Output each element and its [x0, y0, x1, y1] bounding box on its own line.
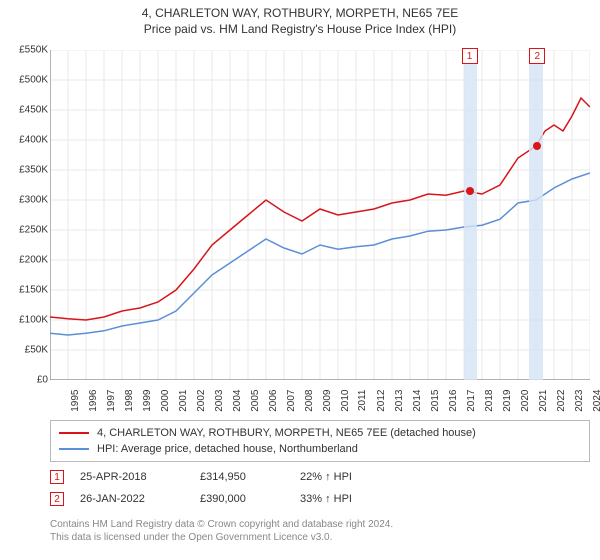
- x-tick-label: 2017: [466, 390, 477, 412]
- sale-marker-2-num: 2: [54, 494, 60, 505]
- sale-dot: [466, 187, 474, 195]
- y-tick-label: £50K: [25, 345, 48, 356]
- sale-row-2: 2 26-JAN-2022 £390,000 33% ↑ HPI: [50, 488, 590, 510]
- x-tick-label: 2013: [394, 390, 405, 412]
- x-tick-label: 2014: [412, 390, 423, 412]
- footer: Contains HM Land Registry data © Crown c…: [50, 518, 590, 544]
- x-tick-label: 1998: [124, 390, 135, 412]
- sale-marker-1-num: 1: [54, 472, 60, 483]
- sale-date-1: 25-APR-2018: [80, 471, 200, 483]
- legend-item-hpi: HPI: Average price, detached house, Nort…: [59, 441, 581, 457]
- x-tick-label: 2015: [430, 390, 441, 412]
- x-tick-label: 2023: [574, 390, 585, 412]
- x-tick-label: 2019: [502, 390, 513, 412]
- y-tick-label: £300K: [19, 195, 48, 206]
- x-tick-label: 2001: [178, 390, 189, 412]
- x-tick-label: 2000: [160, 390, 171, 412]
- title-line2: Price paid vs. HM Land Registry's House …: [0, 22, 600, 36]
- footer-line2: This data is licensed under the Open Gov…: [50, 531, 590, 544]
- legend-swatch-property: [59, 432, 89, 434]
- y-tick-label: £500K: [19, 75, 48, 86]
- sale-diff-2: 33% ↑ HPI: [300, 493, 400, 505]
- y-tick-label: £0: [37, 375, 48, 386]
- x-tick-label: 2016: [448, 390, 459, 412]
- sale-row-1: 1 25-APR-2018 £314,950 22% ↑ HPI: [50, 466, 590, 488]
- sale-marker-box: 2: [529, 48, 545, 64]
- sale-marker-2: 2: [50, 492, 64, 506]
- footer-line1: Contains HM Land Registry data © Crown c…: [50, 518, 590, 531]
- x-tick-label: 2012: [376, 390, 387, 412]
- x-tick-label: 2020: [520, 390, 531, 412]
- y-tick-label: £450K: [19, 105, 48, 116]
- sale-price-2: £390,000: [200, 493, 300, 505]
- x-tick-label: 2009: [322, 390, 333, 412]
- x-tick-label: 2010: [340, 390, 351, 412]
- x-tick-label: 2022: [556, 390, 567, 412]
- sale-dot: [533, 142, 541, 150]
- title-block: 4, CHARLETON WAY, ROTHBURY, MORPETH, NE6…: [0, 0, 600, 36]
- title-line1: 4, CHARLETON WAY, ROTHBURY, MORPETH, NE6…: [0, 6, 600, 20]
- x-tick-label: 1995: [70, 390, 81, 412]
- x-tick-label: 1997: [106, 390, 117, 412]
- x-tick-label: 2003: [214, 390, 225, 412]
- x-tick-label: 1999: [142, 390, 153, 412]
- y-tick-label: £250K: [19, 225, 48, 236]
- x-tick-label: 2004: [232, 390, 243, 412]
- sale-marker-1: 1: [50, 470, 64, 484]
- legend-swatch-hpi: [59, 448, 89, 450]
- sale-diff-1: 22% ↑ HPI: [300, 471, 400, 483]
- y-tick-label: £150K: [19, 285, 48, 296]
- y-tick-label: £200K: [19, 255, 48, 266]
- sale-date-2: 26-JAN-2022: [80, 493, 200, 505]
- x-tick-label: 2008: [304, 390, 315, 412]
- x-tick-label: 2005: [250, 390, 261, 412]
- x-tick-label: 2011: [357, 390, 368, 412]
- x-tick-label: 2006: [268, 390, 279, 412]
- chart-area: 12: [50, 50, 590, 380]
- y-tick-label: £400K: [19, 135, 48, 146]
- y-tick-label: £100K: [19, 315, 48, 326]
- x-tick-label: 2021: [538, 390, 549, 412]
- x-tick-label: 2018: [484, 390, 495, 412]
- chart-svg: [50, 50, 590, 380]
- x-tick-label: 2007: [286, 390, 297, 412]
- sale-price-1: £314,950: [200, 471, 300, 483]
- x-tick-label: 2024: [592, 390, 600, 412]
- highlight-band: [529, 50, 543, 380]
- y-tick-label: £550K: [19, 45, 48, 56]
- x-tick-label: 2002: [196, 390, 207, 412]
- y-tick-label: £350K: [19, 165, 48, 176]
- sale-marker-box: 1: [462, 48, 478, 64]
- x-tick-label: 1996: [88, 390, 99, 412]
- legend-label-hpi: HPI: Average price, detached house, Nort…: [97, 443, 358, 455]
- highlight-band: [464, 50, 477, 380]
- legend: 4, CHARLETON WAY, ROTHBURY, MORPETH, NE6…: [50, 420, 590, 462]
- legend-item-property: 4, CHARLETON WAY, ROTHBURY, MORPETH, NE6…: [59, 425, 581, 441]
- sales-table: 1 25-APR-2018 £314,950 22% ↑ HPI 2 26-JA…: [50, 466, 590, 510]
- legend-label-property: 4, CHARLETON WAY, ROTHBURY, MORPETH, NE6…: [97, 427, 476, 439]
- chart-container: 4, CHARLETON WAY, ROTHBURY, MORPETH, NE6…: [0, 0, 600, 560]
